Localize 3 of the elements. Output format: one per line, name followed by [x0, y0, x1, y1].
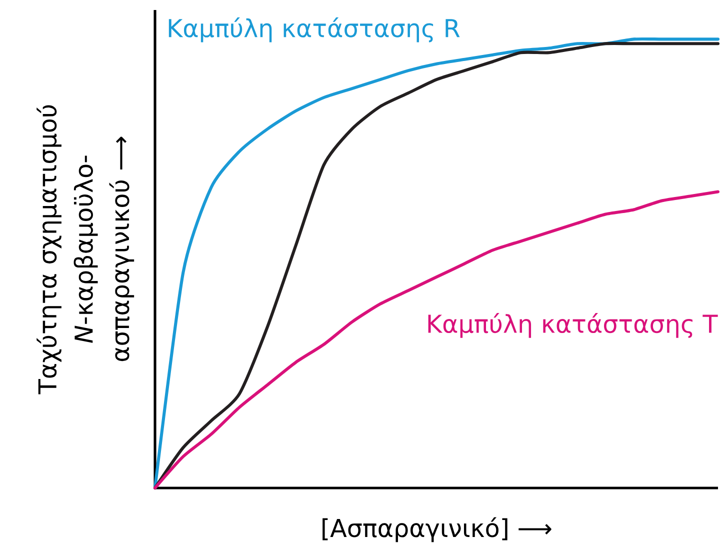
series-label: Καμπύλη κατάστασης R: [168, 17, 460, 42]
x-axis-title: [Ασπαραγινικό] ⟶: [322, 517, 552, 542]
series-label: Καμπύλη κατάστασης T: [428, 313, 718, 338]
